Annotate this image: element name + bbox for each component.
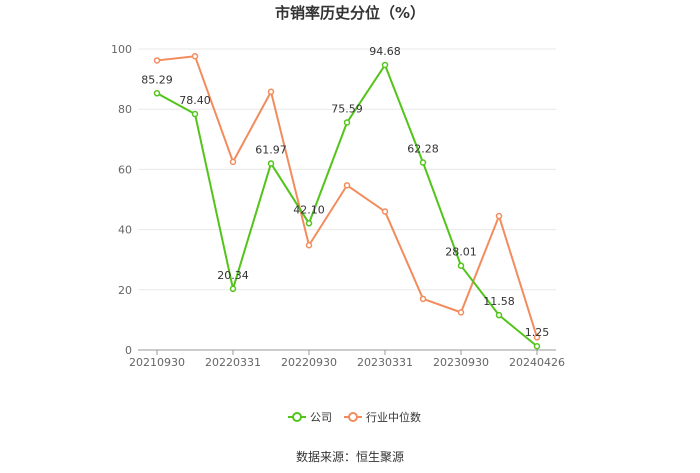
data-point-industry-median bbox=[495, 212, 503, 220]
data-point-industry-median bbox=[381, 208, 389, 215]
data-label: 11.58 bbox=[483, 295, 515, 308]
data-point-company bbox=[191, 110, 199, 118]
legend-label-industry-median: 行业中位数 bbox=[366, 410, 421, 424]
x-tick-label: 20230930 bbox=[433, 356, 489, 369]
data-point-company bbox=[305, 220, 313, 227]
y-tick-label: 0 bbox=[125, 344, 132, 357]
data-label: 42.10 bbox=[293, 203, 325, 216]
data-point-company bbox=[381, 61, 389, 69]
axes: 0 20 40 60 80 100 20210930 20220331 20220930 2023… bbox=[111, 43, 565, 369]
y-tick-label: 100 bbox=[111, 43, 132, 56]
data-point-company bbox=[153, 90, 161, 97]
data-label: 78.40 bbox=[179, 94, 211, 107]
data-point-industry-median bbox=[419, 295, 427, 303]
series bbox=[153, 52, 541, 350]
data-point-industry-median bbox=[457, 309, 465, 316]
data-point-industry-median bbox=[343, 182, 351, 189]
data-point-company bbox=[457, 262, 465, 269]
data-label: 85.29 bbox=[141, 73, 173, 86]
legend-marker-company bbox=[292, 412, 302, 422]
data-label: 75.59 bbox=[331, 102, 363, 115]
y-tick-label: 40 bbox=[118, 224, 132, 237]
data-source: 数据来源：恒生聚源 bbox=[296, 449, 404, 464]
data-labels: 85.29 78.40 20.34 61.97 42.10 75.59 94.68 62.28… bbox=[141, 45, 549, 339]
data-label: 62.28 bbox=[407, 143, 439, 156]
data-label: 28.01 bbox=[445, 246, 477, 259]
data-label: 1.25 bbox=[525, 326, 550, 339]
x-tick-label: 20230331 bbox=[357, 356, 413, 369]
data-point-industry-median bbox=[191, 52, 199, 60]
data-point-company bbox=[495, 311, 503, 319]
x-tick-label: 20210930 bbox=[129, 356, 185, 369]
chart-title: 市销率历史分位（%） bbox=[275, 4, 425, 22]
y-tick-label: 20 bbox=[118, 284, 132, 297]
data-point-company bbox=[229, 285, 237, 293]
data-label: 20.34 bbox=[217, 269, 249, 282]
data-point-company bbox=[419, 159, 427, 166]
data-point-industry-median bbox=[229, 158, 237, 166]
y-tick-label: 80 bbox=[118, 103, 132, 116]
data-point-industry-median bbox=[153, 57, 161, 64]
data-point-industry-median bbox=[533, 334, 541, 341]
data-point-company bbox=[267, 160, 275, 167]
data-point-company bbox=[343, 119, 351, 126]
data-point-company bbox=[533, 342, 541, 350]
legend[interactable]: 公司 行业中位数 bbox=[288, 410, 421, 424]
x-tick-label: 20240426 bbox=[509, 356, 565, 369]
y-tick-label: 60 bbox=[118, 163, 132, 176]
x-tick-label: 20220331 bbox=[205, 356, 261, 369]
data-point-industry-median bbox=[305, 242, 313, 249]
legend-marker-industry-median bbox=[348, 412, 358, 422]
data-label: 94.68 bbox=[369, 45, 401, 58]
data-label: 61.97 bbox=[255, 143, 287, 156]
grid bbox=[138, 48, 556, 291]
legend-label-company: 公司 bbox=[310, 411, 332, 424]
x-tick-label: 20220930 bbox=[281, 356, 337, 369]
data-point-industry-median bbox=[267, 88, 275, 95]
